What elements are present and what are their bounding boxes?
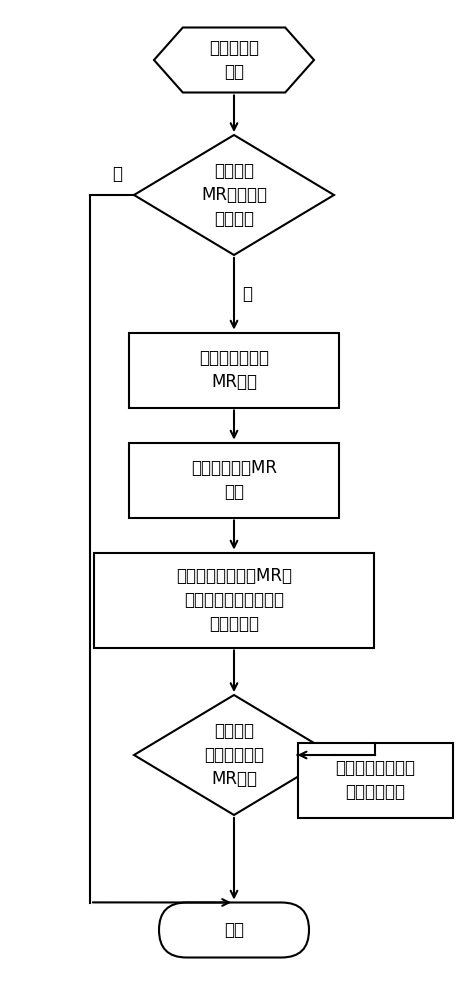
Text: 是: 是: [242, 285, 252, 303]
Text: 基站更新终端上下
文中的电平值: 基站更新终端上下 文中的电平值: [335, 759, 415, 801]
Bar: [129, 332, 339, 408]
Text: 基站将终端上报的MR中
的小区电平值记录到终
端上下文中: 基站将终端上报的MR中 的小区电平值记录到终 端上下文中: [176, 567, 292, 633]
Text: 结束: 结束: [224, 921, 244, 939]
Bar: [298, 742, 453, 818]
Polygon shape: [134, 695, 334, 815]
Text: 用户接入到
网络: 用户接入到 网络: [209, 39, 259, 81]
Polygon shape: [134, 135, 334, 255]
Text: 给终端下发周期
MR测控: 给终端下发周期 MR测控: [199, 349, 269, 391]
Text: 否: 否: [112, 165, 122, 183]
FancyBboxPatch shape: [159, 902, 309, 958]
Bar: [94, 552, 374, 648]
Text: 终端是否
再次上报周期
MR数据: 终端是否 再次上报周期 MR数据: [204, 722, 264, 788]
Polygon shape: [154, 27, 314, 93]
Text: 终端上报周期MR
数据: 终端上报周期MR 数据: [191, 459, 277, 501]
Bar: [129, 442, 339, 518]
Text: 判断周期
MR测量开关
是否打开: 判断周期 MR测量开关 是否打开: [201, 162, 267, 228]
